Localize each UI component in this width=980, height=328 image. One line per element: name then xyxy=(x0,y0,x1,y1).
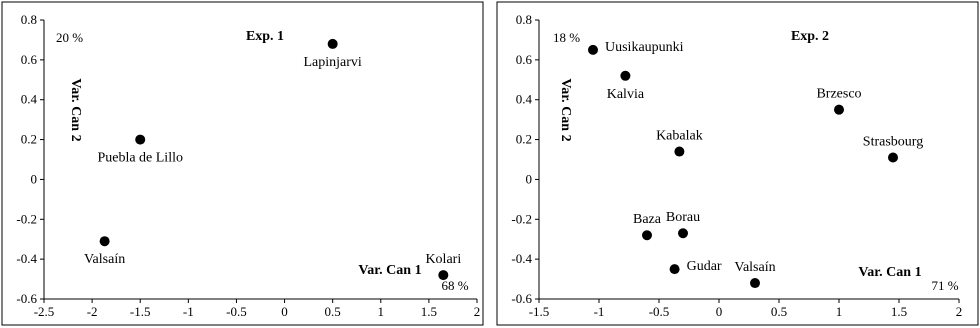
chart-1-x-percent: 68 % xyxy=(441,278,468,293)
chart-2-title: Exp. 2 xyxy=(791,29,829,44)
chart-1-y-axis-label: Var. Can 2 xyxy=(68,78,83,141)
chart-2-y-axis-label: Var. Can 2 xyxy=(558,78,573,141)
chart-2-x-tick-label: -0.5 xyxy=(649,304,670,319)
chart-2-x-tick-label: 1 xyxy=(836,304,843,319)
chart-2-y-tick-label: 0.2 xyxy=(516,132,532,147)
chart-1-x-tick-label: -2 xyxy=(87,304,98,319)
chart-1-y-tick-label: 0 xyxy=(31,171,38,186)
chart-2-point-uusikaupunki-label: Uusikaupunki xyxy=(605,40,684,55)
chart-1-x-tick-label: 1 xyxy=(378,304,385,319)
chart-2-point-uusikaupunki xyxy=(588,44,598,55)
chart-2-point-borau-label: Borau xyxy=(666,210,700,225)
chart-2-y-tick-label: 0.8 xyxy=(516,12,532,27)
chart-2-y-tick-label: 0 xyxy=(526,171,533,186)
chart-2-point-gudar-label: Gudar xyxy=(687,259,722,274)
chart-2-point-borau xyxy=(678,228,688,239)
chart-2-point-kalvia xyxy=(620,70,631,81)
chart-1-point-puebla-de-lillo-label: Puebla de Lillo xyxy=(97,151,183,166)
chart-1-x-axis-label: Var. Can 1 xyxy=(358,263,421,278)
chart-1-x-tick-label: -2.5 xyxy=(34,304,55,319)
chart-1-point-puebla-de-lillo xyxy=(135,134,146,145)
chart-1-point-valsain xyxy=(99,236,110,247)
chart-2-y-tick-label: 0.6 xyxy=(516,52,533,67)
chart-2-point-valsain xyxy=(750,278,760,289)
chart-2-x-tick-label: 1.5 xyxy=(891,304,907,319)
chart-2-y-tick-label: -0.2 xyxy=(511,211,532,226)
chart-2-point-strasbourg-label: Strasbourg xyxy=(863,135,923,150)
chart-1-y-tick-label: 0.6 xyxy=(21,52,38,67)
chart-1-point-lapinjarvi-label: Lapinjarvi xyxy=(304,55,362,70)
chart-1-x-tick-label: 0.5 xyxy=(325,304,341,319)
chart-2-y-tick-label: -0.4 xyxy=(511,251,532,266)
chart-1-point-valsain-label: Valsaín xyxy=(84,252,125,267)
chart-1-title: Exp. 1 xyxy=(246,29,284,44)
chart-2-point-strasbourg xyxy=(888,152,898,163)
chart-1-y-tick-label: 0.2 xyxy=(21,132,37,147)
chart-2-point-valsain-label: Valsaín xyxy=(734,260,775,275)
chart-2-x-axis-label: Var. Can 1 xyxy=(858,265,921,280)
chart-1-y-tick-label: -0.4 xyxy=(16,251,37,266)
chart-1-x-tick-label: -1.5 xyxy=(130,304,151,319)
chart-2-y-tick-label: -0.6 xyxy=(511,291,532,306)
chart-2-x-tick-label: 0 xyxy=(716,304,723,319)
chart-2-y-tick-label: 0.4 xyxy=(516,92,533,107)
chart-2-y-percent: 18 % xyxy=(553,30,580,45)
chart-2-point-brzesco-label: Brzesco xyxy=(816,87,861,102)
chart-1-y-tick-label: 0.4 xyxy=(21,92,38,107)
chart-1-y-tick-label: -0.2 xyxy=(16,211,37,226)
chart-2-point-baza-label: Baza xyxy=(633,212,662,227)
chart-1-point-lapinjarvi xyxy=(327,38,338,49)
chart-2-x-percent: 71 % xyxy=(931,278,958,293)
chart-2-point-kalvia-label: Kalvia xyxy=(607,87,645,102)
chart-1-point-kolari-label: Kolari xyxy=(425,252,461,267)
chart-1-x-tick-label: -1 xyxy=(183,304,194,319)
chart-2-x-tick-label: -1 xyxy=(594,304,605,319)
chart-1-x-tick-label: -0.5 xyxy=(226,304,247,319)
chart-2-point-kabalak xyxy=(674,146,685,157)
chart-2-frame xyxy=(496,1,979,326)
chart-2-x-tick-label: -1.5 xyxy=(529,304,550,319)
chart-1-x-tick-label: 1.5 xyxy=(421,304,437,319)
chart-2-point-gudar xyxy=(669,264,680,275)
chart-1-point-kolari xyxy=(438,270,449,281)
chart-1-y-tick-label: -0.6 xyxy=(16,291,37,306)
chart-1-x-tick-label: 0 xyxy=(281,304,288,319)
chart-1-x-tick-label: 2 xyxy=(474,304,481,319)
chart-2-x-tick-label: 0.5 xyxy=(771,304,787,319)
chart-2-point-baza xyxy=(642,230,652,241)
chart-2-x-tick-label: 2 xyxy=(956,304,963,319)
chart-1-frame xyxy=(1,1,484,326)
chart-2-point-brzesco xyxy=(834,104,844,115)
chart-2-point-kabalak-label: Kabalak xyxy=(656,129,703,144)
chart-1-y-percent: 20 % xyxy=(56,30,83,45)
chart-1-y-tick-label: 0.8 xyxy=(21,12,37,27)
